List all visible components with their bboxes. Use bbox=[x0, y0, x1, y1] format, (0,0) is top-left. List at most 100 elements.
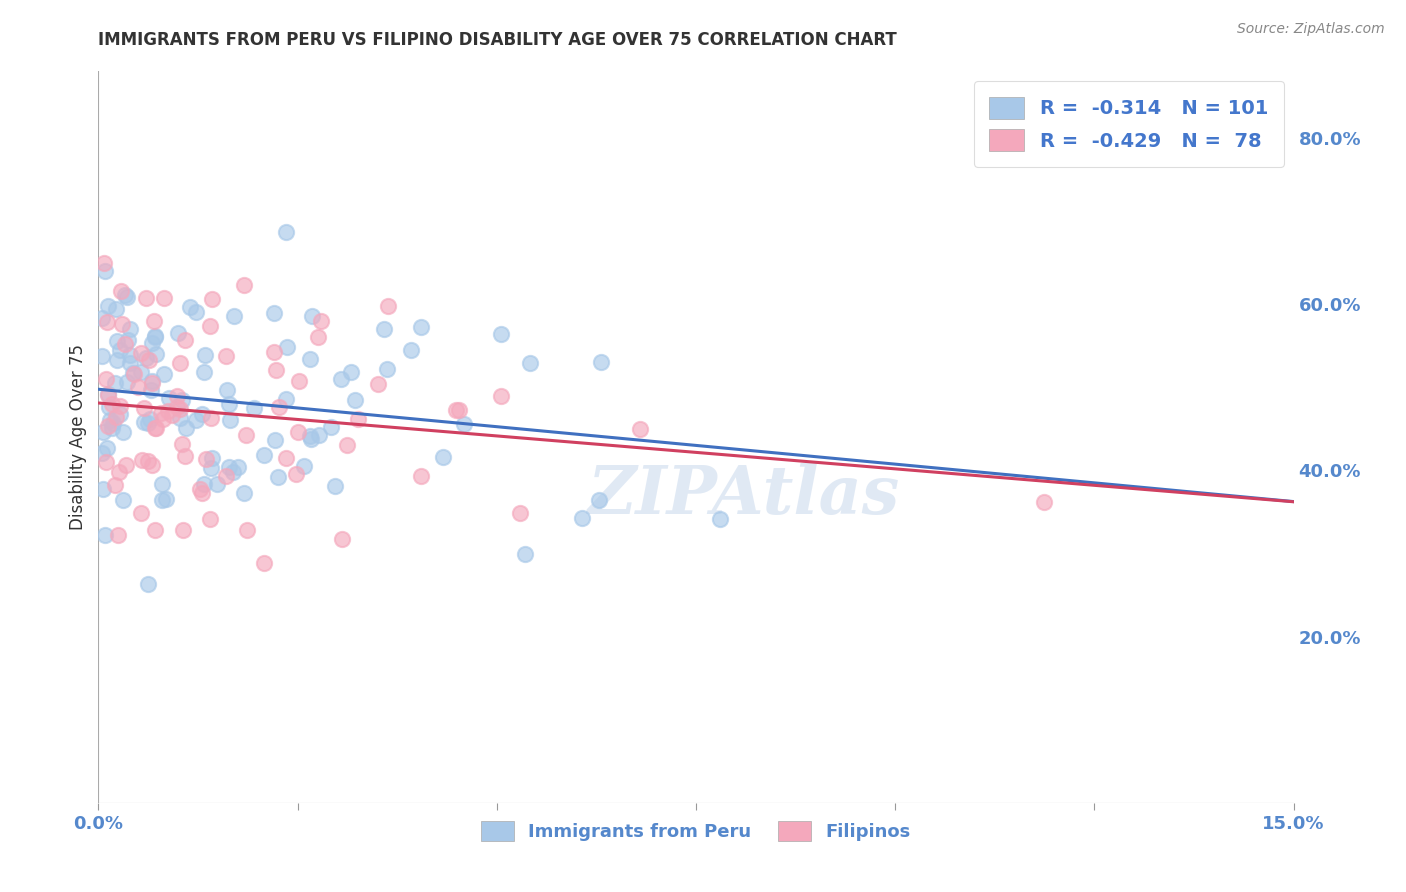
Point bbox=[166, 401, 188, 415]
Point bbox=[153, 291, 176, 305]
Point bbox=[105, 302, 128, 317]
Point bbox=[105, 334, 128, 349]
Point bbox=[132, 415, 155, 429]
Point bbox=[143, 328, 166, 343]
Point bbox=[489, 327, 512, 342]
Point bbox=[292, 458, 315, 473]
Point bbox=[193, 366, 215, 380]
Point bbox=[114, 337, 136, 351]
Point bbox=[228, 460, 250, 475]
Point bbox=[96, 441, 118, 455]
Point bbox=[129, 346, 152, 360]
Point bbox=[107, 528, 129, 542]
Point bbox=[149, 406, 172, 420]
Point bbox=[264, 433, 287, 447]
Point bbox=[276, 340, 298, 354]
Point bbox=[122, 367, 145, 381]
Point bbox=[108, 399, 131, 413]
Point bbox=[172, 524, 194, 538]
Point bbox=[131, 453, 153, 467]
Point bbox=[91, 446, 114, 460]
Point bbox=[115, 290, 138, 304]
Point bbox=[191, 486, 214, 500]
Point bbox=[188, 482, 211, 496]
Point bbox=[264, 363, 287, 377]
Point bbox=[94, 372, 117, 386]
Point bbox=[263, 306, 285, 320]
Point bbox=[141, 374, 163, 388]
Point bbox=[325, 479, 347, 493]
Point bbox=[91, 349, 114, 363]
Point bbox=[709, 512, 731, 526]
Point bbox=[111, 317, 134, 331]
Point bbox=[157, 404, 180, 418]
Point bbox=[174, 333, 197, 347]
Point bbox=[131, 365, 153, 379]
Point bbox=[143, 330, 166, 344]
Point bbox=[170, 392, 193, 407]
Point bbox=[298, 429, 321, 443]
Point bbox=[96, 315, 118, 329]
Point bbox=[94, 528, 117, 542]
Point bbox=[136, 416, 159, 430]
Point bbox=[519, 356, 541, 370]
Point bbox=[432, 450, 454, 464]
Point bbox=[444, 402, 467, 417]
Point bbox=[141, 376, 163, 390]
Point bbox=[136, 577, 159, 591]
Point bbox=[284, 467, 307, 482]
Point bbox=[205, 476, 228, 491]
Point bbox=[120, 348, 142, 362]
Point bbox=[447, 402, 470, 417]
Point bbox=[1033, 495, 1056, 509]
Point bbox=[150, 492, 173, 507]
Point bbox=[235, 427, 257, 442]
Point bbox=[401, 343, 423, 357]
Point bbox=[301, 309, 323, 323]
Point bbox=[377, 299, 399, 313]
Point bbox=[136, 454, 159, 468]
Point bbox=[267, 400, 290, 414]
Point bbox=[253, 448, 276, 462]
Point bbox=[169, 411, 191, 425]
Point bbox=[141, 335, 163, 350]
Point bbox=[160, 408, 183, 422]
Point bbox=[108, 343, 131, 357]
Point bbox=[330, 532, 353, 546]
Y-axis label: Disability Age Over 75: Disability Age Over 75 bbox=[69, 344, 87, 530]
Point bbox=[299, 432, 322, 446]
Point bbox=[108, 407, 131, 421]
Point bbox=[274, 450, 297, 465]
Point bbox=[373, 322, 395, 336]
Point bbox=[233, 277, 256, 292]
Point bbox=[120, 356, 142, 370]
Point bbox=[491, 389, 513, 403]
Point bbox=[98, 400, 121, 414]
Point bbox=[91, 482, 114, 496]
Point bbox=[218, 460, 240, 475]
Point bbox=[167, 326, 190, 341]
Point bbox=[173, 449, 195, 463]
Point bbox=[215, 350, 238, 364]
Point bbox=[101, 417, 124, 431]
Point bbox=[218, 397, 240, 411]
Point bbox=[221, 465, 243, 479]
Point bbox=[150, 477, 173, 491]
Point bbox=[307, 330, 329, 344]
Point bbox=[194, 348, 217, 362]
Point bbox=[143, 421, 166, 435]
Point bbox=[513, 547, 536, 561]
Point bbox=[174, 421, 197, 435]
Point bbox=[110, 284, 132, 298]
Point bbox=[97, 388, 120, 402]
Point bbox=[141, 458, 163, 472]
Point bbox=[98, 413, 121, 427]
Point bbox=[139, 411, 162, 425]
Point bbox=[153, 367, 176, 381]
Point bbox=[274, 392, 297, 406]
Point bbox=[308, 427, 330, 442]
Point bbox=[198, 319, 221, 334]
Point bbox=[201, 450, 224, 465]
Point bbox=[336, 437, 359, 451]
Point bbox=[193, 476, 215, 491]
